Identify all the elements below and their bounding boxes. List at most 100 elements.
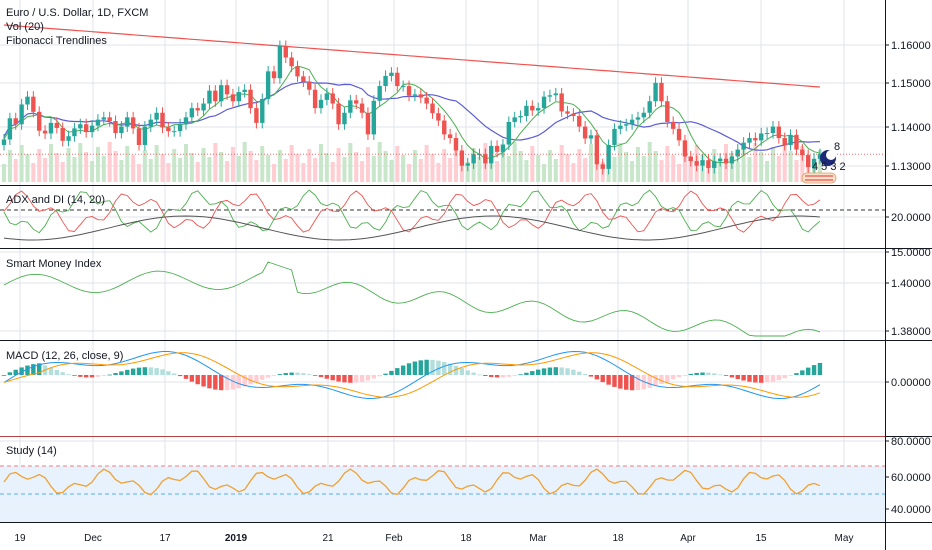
- volume-bar: [536, 155, 541, 182]
- macd-histogram-bar: [770, 375, 776, 382]
- y-tick-label: 15.0000: [891, 247, 931, 259]
- candle: [535, 108, 541, 111]
- macd-histogram-bar: [682, 375, 688, 376]
- macd-histogram-bar: [48, 367, 54, 375]
- macd-histogram-bar: [207, 375, 212, 389]
- volume-bar: [336, 148, 341, 182]
- macd-histogram-bar: [119, 371, 124, 375]
- macd-histogram-bar: [395, 368, 400, 375]
- candle: [189, 108, 195, 118]
- candle: [436, 113, 441, 121]
- candle: [348, 100, 353, 113]
- macd-histogram-bar: [307, 374, 312, 375]
- volume-bar: [407, 164, 412, 182]
- macd-histogram-bar: [629, 375, 635, 391]
- volume-bar: [25, 154, 30, 182]
- macd-histogram-bar: [371, 375, 377, 379]
- macd-histogram-bar: [764, 375, 770, 383]
- candle: [7, 118, 13, 140]
- volume-bar: [412, 150, 417, 182]
- volume-bar: [348, 143, 353, 182]
- candle: [19, 104, 24, 125]
- macd-histogram-bar: [688, 373, 693, 375]
- volume-bar: [101, 156, 106, 182]
- candle: [559, 93, 564, 112]
- macd-histogram-bar: [136, 367, 142, 375]
- candle: [424, 97, 429, 104]
- macd-histogram-bar: [729, 375, 735, 378]
- candle: [694, 161, 699, 166]
- candle: [723, 158, 729, 164]
- macd-histogram-bar: [359, 375, 365, 382]
- y-tick-label: 1.38000: [891, 326, 931, 338]
- macd-histogram-bar: [465, 370, 470, 375]
- moon-icon: [826, 150, 836, 160]
- volume-bar: [154, 145, 159, 182]
- candle: [25, 96, 30, 105]
- y-tick-label: 1.16000: [891, 40, 931, 52]
- volume-bar: [113, 151, 118, 182]
- events-badge[interactable]: 8 4 5 3 2: [801, 141, 846, 184]
- macd-histogram-bar: [659, 375, 664, 384]
- candle: [254, 108, 259, 123]
- volume-bar: [776, 156, 781, 182]
- adx-legend: ADX and DI (14, 20): [6, 194, 105, 206]
- macd-histogram-bar: [788, 375, 793, 376]
- candle: [465, 163, 470, 166]
- macd-histogram-bar: [436, 360, 441, 375]
- candle: [717, 158, 723, 162]
- macd-histogram-bar: [447, 363, 453, 375]
- volume-bar: [618, 143, 623, 182]
- volume-bar: [60, 162, 65, 182]
- macd-histogram-bar: [7, 372, 13, 375]
- candle: [471, 154, 476, 164]
- volume-bar: [207, 157, 212, 182]
- candle: [571, 113, 576, 116]
- macd-histogram-bar: [618, 375, 623, 389]
- macd-pane: [1, 350, 823, 400]
- candle: [500, 144, 506, 152]
- candle: [213, 90, 218, 102]
- volume-bar: [477, 157, 482, 182]
- candle: [183, 117, 189, 125]
- candle: [54, 122, 60, 128]
- macd-histogram-bar: [494, 375, 500, 378]
- volume-bar: [37, 149, 42, 182]
- candle: [412, 94, 418, 96]
- candle: [805, 155, 811, 168]
- macd-histogram-bar: [606, 375, 611, 385]
- candle: [624, 124, 629, 126]
- macd-histogram-bar: [577, 371, 582, 375]
- candle: [712, 161, 717, 168]
- macd-histogram-bar: [330, 375, 335, 381]
- volume-bar: [735, 162, 740, 182]
- volume-bar: [389, 160, 394, 182]
- candle: [125, 117, 130, 127]
- macd-histogram-bar: [512, 375, 517, 376]
- candle: [606, 144, 611, 169]
- volume-bar: [753, 143, 758, 182]
- volume-bar: [430, 154, 435, 182]
- macd-histogram-bar: [676, 375, 682, 378]
- x-tick-label: Feb: [385, 533, 403, 544]
- macd-histogram-bar: [265, 375, 271, 378]
- macd-histogram-bar: [113, 373, 118, 375]
- candle: [119, 126, 124, 133]
- macd-histogram-bar: [723, 375, 729, 376]
- x-tick-label: May: [835, 533, 854, 544]
- volume-bar: [747, 157, 752, 182]
- candle: [31, 96, 36, 112]
- volume-bar: [547, 150, 552, 182]
- macd-histogram-bar: [794, 373, 799, 375]
- candle: [682, 140, 688, 157]
- macd-histogram-bar: [348, 375, 353, 383]
- macd-histogram-bar: [418, 360, 423, 375]
- macd-histogram-bar: [524, 372, 529, 375]
- candle: [377, 86, 382, 101]
- macd-histogram-bar: [776, 375, 782, 381]
- macd-histogram-bar: [805, 367, 811, 375]
- macd-histogram-bar: [295, 372, 300, 375]
- candle: [800, 149, 805, 156]
- candle: [95, 119, 101, 126]
- macd-histogram-bar: [248, 375, 253, 385]
